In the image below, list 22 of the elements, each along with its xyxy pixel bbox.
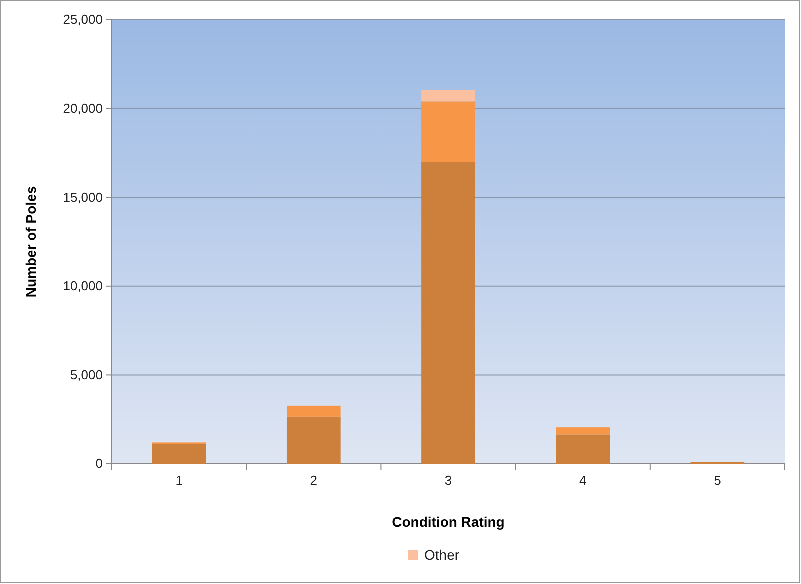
- bar: [422, 162, 476, 464]
- bar: [286, 406, 341, 417]
- x-tick-label: 3: [444, 473, 452, 488]
- bar: [152, 444, 206, 464]
- bar: [422, 90, 476, 102]
- y-tick-label: 15,000: [63, 190, 103, 205]
- x-tick-label: 4: [579, 473, 587, 488]
- y-tick-label: 20,000: [63, 100, 103, 116]
- legend-label: Other: [424, 547, 460, 563]
- x-tick-label: 1: [176, 473, 183, 488]
- bar: [286, 416, 341, 464]
- y-tick-label: 10,000: [63, 278, 103, 294]
- x-axis-title: Condition Rating: [392, 514, 505, 530]
- y-axis-title: Number of Poles: [23, 186, 39, 298]
- x-tick-label: 5: [714, 473, 722, 488]
- x-tick-label: 2: [310, 473, 318, 488]
- bar: [556, 434, 610, 464]
- y-tick-label: 25,000: [63, 12, 103, 28]
- bar: [556, 428, 610, 435]
- bar: [422, 102, 476, 162]
- y-tick-label: 5,000: [70, 367, 103, 382]
- y-tick-label: 0: [96, 456, 103, 472]
